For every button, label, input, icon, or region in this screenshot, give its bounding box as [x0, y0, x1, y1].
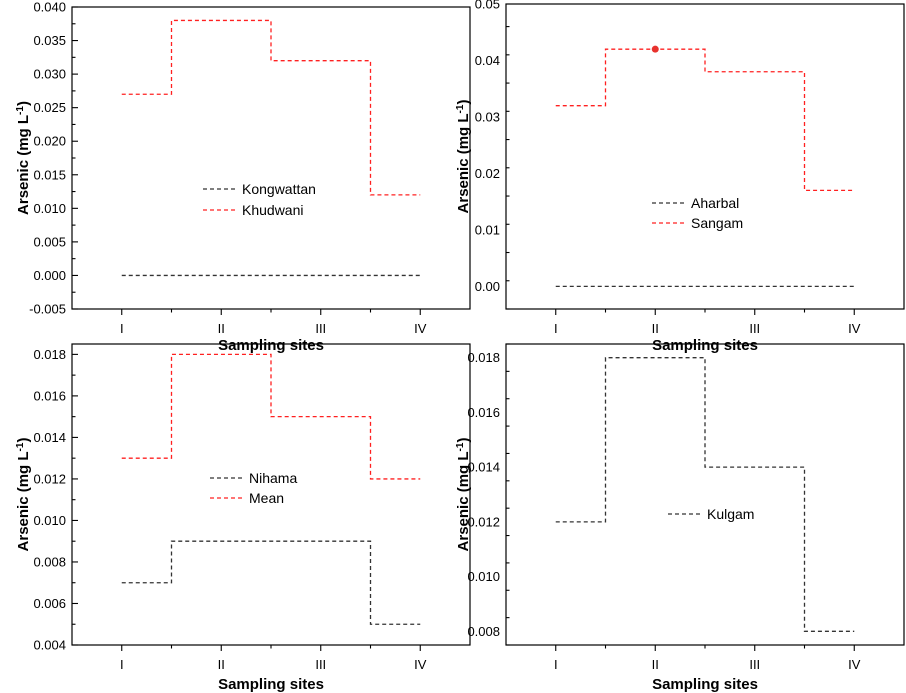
- x-tick-label: III: [315, 657, 326, 672]
- x-axis-title: Sampling sites: [218, 676, 324, 693]
- y-tick-label: 0.008: [33, 554, 66, 569]
- y-tick-label: 0.02: [475, 166, 500, 181]
- x-axis-title: Sampling sites: [652, 337, 758, 354]
- chart-panel-3: 0.004 0.006 0.008 0.010 0.012 0.014 0.016 0.018…: [15, 343, 471, 693]
- legend-label: Kulgam: [707, 506, 754, 522]
- y-axis-title: Arsenic (mg L-1): [455, 100, 473, 214]
- highlight-point: [651, 45, 659, 53]
- x-tick-label: II: [218, 321, 225, 336]
- y-tick-label: 0.00: [475, 279, 500, 294]
- x-tick-label: IV: [848, 321, 861, 336]
- y-tick-label: 0.010: [33, 201, 66, 216]
- y-tick-label: -0.005: [29, 302, 66, 317]
- x-tick-label: I: [120, 321, 124, 336]
- y-tick-label: 0.035: [33, 33, 66, 48]
- x-tick-label: III: [749, 657, 760, 672]
- x-axis-title: Sampling sites: [218, 337, 324, 354]
- y-tick-label: 0.05: [475, 0, 500, 12]
- y-tick-label: 0.008: [467, 624, 500, 639]
- y-tick-label: 0.01: [475, 222, 500, 237]
- x-tick-label: II: [652, 657, 659, 672]
- legend-label: Khudwani: [242, 202, 304, 218]
- y-tick-label: 0.03: [475, 109, 500, 124]
- legend-label: Mean: [249, 490, 284, 506]
- series-line-kulgam: [555, 357, 855, 632]
- y-tick-label: 0.020: [33, 134, 66, 149]
- series-line-mean: [121, 353, 421, 480]
- y-tick-label: 0.016: [33, 388, 66, 403]
- y-axis-title: Arsenic (mg L-1): [455, 438, 473, 552]
- x-tick-label: I: [554, 657, 558, 672]
- y-tick-label: 0.018: [467, 350, 500, 365]
- x-tick-label: III: [749, 321, 760, 336]
- x-tick-label: IV: [848, 657, 861, 672]
- y-tick-label: 0.000: [33, 268, 66, 283]
- y-tick-label: 0.018: [33, 347, 66, 362]
- x-tick-label: IV: [414, 657, 427, 672]
- series-line-khudwani: [121, 19, 421, 196]
- y-axis-title: Arsenic (mg L-1): [15, 438, 33, 552]
- y-tick-label: 0.004: [33, 638, 66, 653]
- y-tick-label: 0.010: [33, 513, 66, 528]
- legend-label: Kongwattan: [242, 181, 316, 197]
- y-tick-label: 0.005: [33, 234, 66, 249]
- legend-label: Sangam: [691, 215, 743, 231]
- x-tick-label: II: [652, 321, 659, 336]
- x-tick-label: II: [218, 657, 225, 672]
- y-tick-label: 0.012: [467, 514, 500, 529]
- x-tick-label: III: [315, 321, 326, 336]
- chart-panel-2: 0.000.010.020.030.040.05I II III IVSampling…: [455, 0, 905, 354]
- y-tick-label: 0.040: [33, 0, 66, 15]
- y-tick-label: 0.014: [467, 460, 500, 475]
- y-tick-label: 0.016: [467, 405, 500, 420]
- y-tick-label: 0.025: [33, 100, 66, 115]
- y-tick-label: 0.006: [33, 596, 66, 611]
- x-tick-label: I: [120, 657, 124, 672]
- series-line-sangam: [555, 48, 855, 192]
- chart-panel-1: -0.005 0.000 0.005 0.010 0.015 0.020 0.025 0.03…: [15, 0, 471, 354]
- x-axis-title: Sampling sites: [652, 676, 758, 693]
- y-tick-label: 0.014: [33, 430, 66, 445]
- legend-label: Aharbal: [691, 195, 739, 211]
- x-tick-label: IV: [414, 321, 427, 336]
- y-tick-label: 0.030: [33, 67, 66, 82]
- series-line-nihama: [121, 540, 421, 625]
- y-tick-label: 0.012: [33, 471, 66, 486]
- x-tick-label: I: [554, 321, 558, 336]
- y-tick-label: 0.010: [467, 569, 500, 584]
- legend-label: Nihama: [249, 470, 297, 486]
- y-tick-label: 0.04: [475, 53, 500, 68]
- y-tick-label: 0.015: [33, 167, 66, 182]
- y-axis-title: Arsenic (mg L-1): [15, 101, 33, 215]
